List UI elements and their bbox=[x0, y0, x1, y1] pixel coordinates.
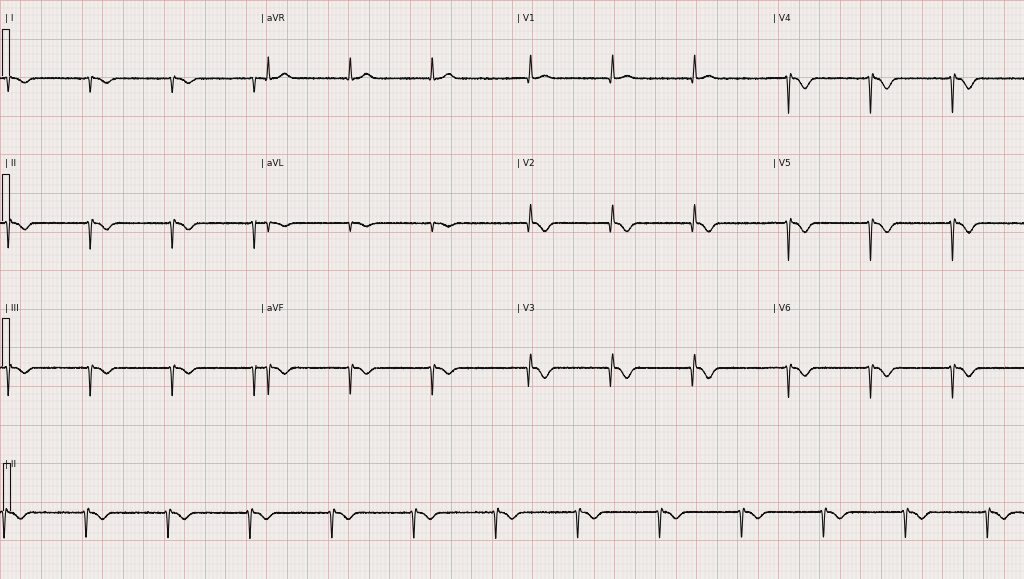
Text: | II: | II bbox=[5, 159, 16, 168]
Text: | aVR: | aVR bbox=[261, 14, 285, 24]
Text: | I: | I bbox=[5, 14, 13, 24]
Text: | V6: | V6 bbox=[773, 304, 791, 313]
Text: | V1: | V1 bbox=[517, 14, 535, 24]
Text: | V5: | V5 bbox=[773, 159, 791, 168]
Text: | aVL: | aVL bbox=[261, 159, 284, 168]
Text: | III: | III bbox=[5, 304, 18, 313]
Text: | II: | II bbox=[5, 460, 16, 470]
Text: | aVF: | aVF bbox=[261, 304, 284, 313]
Text: | V3: | V3 bbox=[517, 304, 535, 313]
Text: | V2: | V2 bbox=[517, 159, 535, 168]
Text: | V4: | V4 bbox=[773, 14, 791, 24]
